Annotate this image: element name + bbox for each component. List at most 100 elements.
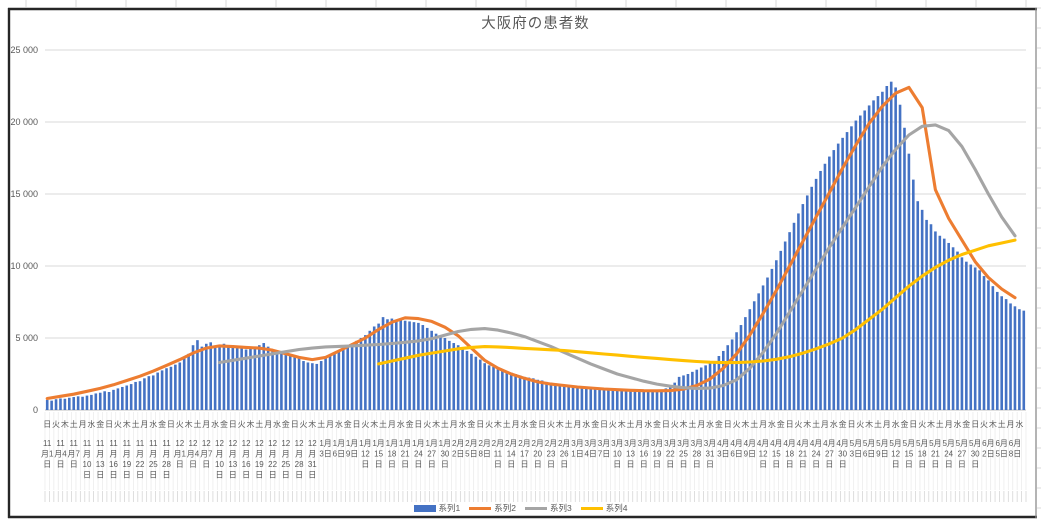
legend-item-series4[interactable]: 系列4: [580, 502, 627, 514]
svg-text:日: 日: [547, 460, 555, 469]
svg-text:土: 土: [936, 419, 944, 429]
svg-text:日: 日: [945, 460, 953, 469]
svg-text:30: 30: [971, 450, 980, 459]
svg-text:月: 月: [945, 420, 953, 429]
svg-text:3月: 3月: [624, 439, 636, 448]
svg-text:日: 日: [414, 460, 422, 469]
svg-text:日: 日: [786, 460, 794, 469]
svg-text:金: 金: [529, 419, 537, 429]
svg-text:金: 金: [158, 419, 166, 429]
svg-text:日: 日: [353, 420, 361, 429]
svg-text:水: 水: [830, 419, 838, 429]
svg-text:1月: 1月: [399, 439, 411, 448]
svg-text:日: 日: [786, 420, 794, 429]
svg-text:水: 水: [892, 419, 900, 429]
svg-text:土: 土: [874, 419, 882, 429]
svg-text:火: 火: [485, 420, 493, 429]
svg-text:水: 水: [706, 419, 714, 429]
svg-text:水: 水: [459, 419, 467, 429]
svg-text:30: 30: [838, 450, 847, 459]
svg-text:日: 日: [627, 460, 635, 469]
svg-text:月: 月: [326, 420, 334, 429]
svg-text:月: 月: [79, 420, 87, 429]
svg-text:10: 10: [215, 460, 224, 469]
svg-text:火: 火: [300, 420, 308, 429]
svg-text:日: 日: [43, 460, 51, 469]
svg-text:28: 28: [295, 460, 304, 469]
svg-text:11: 11: [43, 439, 52, 448]
svg-text:火: 火: [733, 420, 741, 429]
svg-text:1月: 1月: [319, 439, 331, 448]
svg-text:12: 12: [215, 439, 224, 448]
svg-text:月: 月: [149, 450, 157, 459]
svg-text:日: 日: [216, 471, 224, 480]
svg-text:22: 22: [666, 450, 675, 459]
svg-text:25: 25: [281, 460, 290, 469]
svg-text:木: 木: [618, 419, 626, 429]
svg-text:日: 日: [308, 471, 316, 480]
bars-series1[interactable]: [45, 81, 1026, 411]
line-series3[interactable]: [217, 123, 1017, 390]
svg-text:10 000: 10 000: [10, 261, 38, 271]
svg-text:月1: 月1: [174, 450, 187, 459]
legend-item-series1[interactable]: 系列1: [413, 502, 460, 514]
svg-text:木: 木: [989, 419, 997, 429]
svg-text:月: 月: [282, 450, 290, 459]
svg-text:2日: 2日: [982, 450, 994, 459]
svg-text:11: 11: [109, 439, 118, 448]
svg-text:日: 日: [560, 460, 568, 469]
svg-text:金: 金: [901, 419, 909, 429]
svg-text:15 000: 15 000: [10, 189, 38, 199]
svg-text:水: 水: [149, 419, 157, 429]
svg-text:3月: 3月: [584, 439, 596, 448]
svg-text:日: 日: [680, 460, 688, 469]
svg-text:土: 土: [255, 419, 263, 429]
svg-text:26: 26: [560, 450, 569, 459]
svg-text:日: 日: [839, 460, 847, 469]
svg-text:11: 11: [494, 450, 503, 459]
svg-text:3月: 3月: [638, 439, 650, 448]
svg-text:2月: 2月: [478, 439, 490, 448]
svg-text:12: 12: [281, 439, 290, 448]
svg-text:11: 11: [149, 439, 158, 448]
svg-text:日: 日: [291, 420, 299, 429]
svg-text:日: 日: [666, 460, 674, 469]
svg-text:火: 火: [238, 420, 246, 429]
svg-text:日: 日: [269, 471, 277, 480]
svg-text:5月: 5月: [929, 439, 941, 448]
svg-text:火: 火: [609, 420, 617, 429]
svg-text:21: 21: [401, 450, 410, 459]
svg-text:土: 土: [812, 419, 820, 429]
svg-text:日: 日: [428, 460, 436, 469]
svg-text:12: 12: [891, 450, 900, 459]
svg-text:日: 日: [640, 460, 648, 469]
x-axis-date-labels: 11月1日11月4日11月7日11月10日11月13日11月16日11月19日1…: [41, 439, 1021, 480]
series2-line-swatch-icon: [469, 506, 492, 510]
svg-text:月: 月: [110, 450, 118, 459]
svg-text:日: 日: [441, 460, 449, 469]
svg-text:16: 16: [639, 450, 648, 459]
svg-text:日: 日: [918, 460, 926, 469]
svg-text:月: 月: [163, 450, 171, 459]
line-series2[interactable]: [45, 85, 1017, 401]
line-series4[interactable]: [377, 238, 1017, 366]
svg-text:日: 日: [931, 460, 939, 469]
svg-text:土: 土: [750, 419, 758, 429]
svg-text:12: 12: [255, 439, 264, 448]
svg-text:1月: 1月: [425, 439, 437, 448]
svg-text:28: 28: [162, 460, 171, 469]
svg-text:日: 日: [57, 460, 65, 469]
svg-text:水: 水: [582, 419, 590, 429]
svg-text:金: 金: [715, 419, 723, 429]
chart-frame-border: [7, 7, 1037, 519]
svg-text:5月: 5月: [876, 439, 888, 448]
svg-text:木: 木: [61, 419, 69, 429]
svg-text:31: 31: [706, 450, 715, 459]
legend-item-series3[interactable]: 系列3: [525, 502, 572, 514]
legend-item-series2[interactable]: 系列2: [469, 502, 516, 514]
svg-text:日: 日: [507, 460, 515, 469]
svg-text:5月: 5月: [889, 439, 901, 448]
svg-text:23: 23: [547, 450, 556, 459]
svg-text:16: 16: [109, 460, 118, 469]
